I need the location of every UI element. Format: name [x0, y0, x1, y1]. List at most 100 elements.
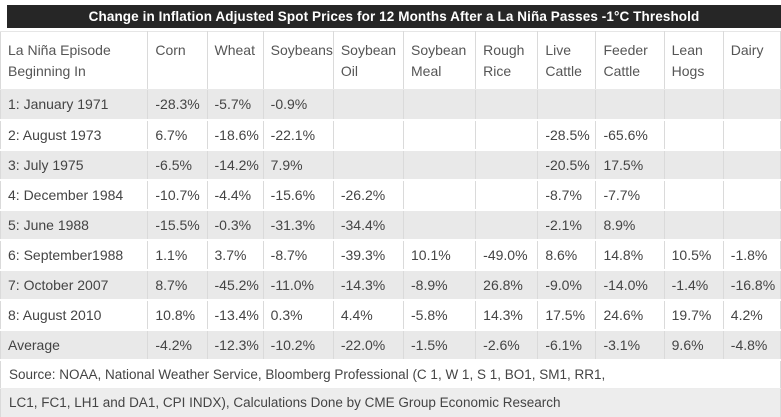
table-title: Change in Inflation Adjusted Spot Prices… [7, 5, 781, 28]
table-cell: 8.7% [147, 269, 208, 301]
table-row: 4: December 1984 -10.7% -4.4% -15.6% -26.2% -… [0, 179, 781, 211]
table-cell: -11.0% [263, 269, 334, 301]
table-cell: -39.3% [333, 239, 405, 271]
table-cell [723, 119, 781, 151]
table-cell [403, 209, 477, 241]
column-header-8: Feeder Cattle [595, 31, 665, 90]
table-cell: 4.4% [333, 299, 405, 331]
table-cell: 17.5% [537, 299, 597, 331]
table-cell: 14.3% [475, 299, 539, 331]
table-source-footer: Source: NOAA, National Weather Service, … [0, 359, 781, 417]
row-label: 3: July 1975 [0, 149, 149, 181]
table-cell: -31.3% [263, 209, 334, 241]
table-cell [333, 119, 405, 151]
table-cell: -14.3% [333, 269, 405, 301]
table-cell: -10.2% [263, 329, 334, 361]
header-row: La Niña Episode Beginning In Corn Wheat Soy… [0, 31, 781, 90]
table-cell: -8.7% [263, 239, 334, 271]
column-header-2: Wheat [207, 31, 264, 90]
table-cell [664, 119, 724, 151]
table-cell: -14.2% [207, 149, 264, 181]
table-cell [664, 209, 724, 241]
row-label: Average [0, 329, 149, 361]
table-cell: 4.2% [723, 299, 781, 331]
table-cell [664, 89, 724, 121]
column-header-7: Live Cattle [537, 31, 597, 90]
table-cell: -10.7% [147, 179, 208, 211]
table-cell: -34.4% [333, 209, 405, 241]
table-row: 2: August 1973 6.7% -18.6% -22.1% -28.5% -65.… [0, 119, 781, 151]
table-cell [475, 179, 539, 211]
table-cell: -65.6% [595, 119, 665, 151]
table-cell: -14.0% [595, 269, 665, 301]
table-row: 1: January 1971 -28.3% -5.7% -0.9% [0, 89, 781, 121]
row-label: 4: December 1984 [0, 179, 149, 211]
table-cell [664, 179, 724, 211]
table-cell [723, 149, 781, 181]
table-cell: -1.4% [664, 269, 724, 301]
table-cell: 1.1% [147, 239, 208, 271]
table-cell: -20.5% [537, 149, 597, 181]
la-nina-price-change-table: La Niña Episode Beginning In Corn Wheat Soy… [0, 31, 781, 417]
row-label: 5: June 1988 [0, 209, 149, 241]
table-row: 6: September1988 1.1% 3.7% -8.7% -39.3% 10.1%… [0, 239, 781, 271]
table-cell: -5.8% [403, 299, 477, 331]
table-cell: -4.8% [723, 329, 781, 361]
table-cell: -26.2% [333, 179, 405, 211]
table-cell: 8.6% [537, 239, 597, 271]
table-cell: -6.1% [537, 329, 597, 361]
table-cell [403, 89, 477, 121]
table-row: 8: August 2010 10.8% -13.4% 0.3% 4.4% -5.8% 14… [0, 299, 781, 331]
column-header-1: Corn [147, 31, 208, 90]
table-cell: 7.9% [263, 149, 334, 181]
row-label: 7: October 2007 [0, 269, 149, 301]
table-cell: -8.9% [403, 269, 477, 301]
table-cell: 10.8% [147, 299, 208, 331]
table-cell: 8.9% [595, 209, 665, 241]
column-header-4: Soybean Oil [333, 31, 405, 90]
table-cell [723, 179, 781, 211]
table-cell [723, 89, 781, 121]
table-cell: -28.3% [147, 89, 208, 121]
table-cell [333, 89, 405, 121]
table-cell [475, 119, 539, 151]
table-header: La Niña Episode Beginning In Corn Wheat Soy… [0, 31, 781, 90]
table-cell [475, 209, 539, 241]
table-cell: 24.6% [595, 299, 665, 331]
table-cell: 0.3% [263, 299, 334, 331]
source-note-line-2: LC1, FC1, LH1 and DA1, CPI INDX), Calcul… [0, 388, 781, 417]
table-cell: -22.1% [263, 119, 334, 151]
table-cell: -49.0% [475, 239, 539, 271]
table-cell: -2.6% [475, 329, 539, 361]
table-cell: -45.2% [207, 269, 264, 301]
table-cell: -16.8% [723, 269, 781, 301]
table-cell: -13.4% [207, 299, 264, 331]
table-cell: -7.7% [595, 179, 665, 211]
table-cell: -0.3% [207, 209, 264, 241]
table-cell: -12.3% [207, 329, 264, 361]
table-cell: -15.6% [263, 179, 334, 211]
table-cell: -6.5% [147, 149, 208, 181]
column-header-9: Lean Hogs [664, 31, 724, 90]
source-row: Source: NOAA, National Weather Service, … [0, 359, 781, 389]
table-body: 1: January 1971 -28.3% -5.7% -0.9% 2: August… [0, 89, 781, 361]
table-cell: -15.5% [147, 209, 208, 241]
column-header-10: Dairy [723, 31, 781, 90]
table-cell: -5.7% [207, 89, 264, 121]
table-cell: -22.0% [333, 329, 405, 361]
table-cell [475, 149, 539, 181]
row-label: 1: January 1971 [0, 89, 149, 121]
table-cell [403, 149, 477, 181]
table-cell: 17.5% [595, 149, 665, 181]
table-cell: 6.7% [147, 119, 208, 151]
table-row: 7: October 2007 8.7% -45.2% -11.0% -14.3% -8.… [0, 269, 781, 301]
column-header-6: Rough Rice [475, 31, 539, 90]
table-cell: 10.1% [403, 239, 477, 271]
table-row: 3: July 1975 -6.5% -14.2% 7.9% -20.5% 17.5% [0, 149, 781, 181]
table-cell: -4.2% [147, 329, 208, 361]
source-row: LC1, FC1, LH1 and DA1, CPI INDX), Calcul… [0, 388, 781, 417]
table-cell: -18.6% [207, 119, 264, 151]
average-row: Average -4.2% -12.3% -10.2% -22.0% -1.5% -2.6%… [0, 329, 781, 361]
table-cell: -0.9% [263, 89, 334, 121]
table-cell: -1.8% [723, 239, 781, 271]
